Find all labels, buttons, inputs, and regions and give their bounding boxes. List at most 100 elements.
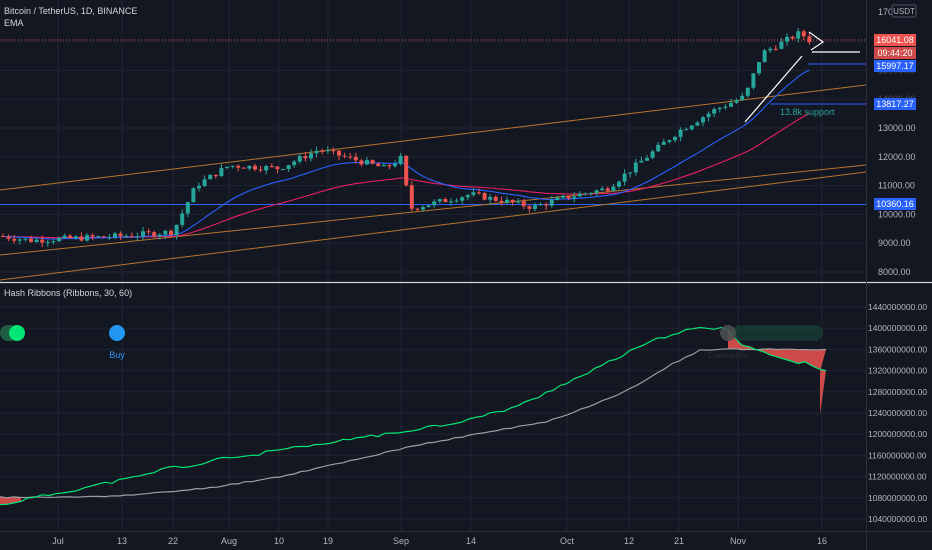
time-tick-label: Sep <box>393 536 409 546</box>
candle-body <box>1 236 5 237</box>
candle-body <box>264 166 269 171</box>
candle-body <box>230 165 235 167</box>
candle-body <box>689 125 694 130</box>
candle-body <box>415 208 420 210</box>
candle-body <box>409 185 414 209</box>
candle-body <box>353 156 358 161</box>
candle-body <box>488 196 493 200</box>
indicator-tick-label: 1440000000.00 <box>868 302 927 312</box>
candle-body <box>751 73 756 88</box>
time-tick-label: Oct <box>560 536 575 546</box>
candle-body <box>163 230 168 235</box>
candle-body <box>555 197 560 201</box>
candlestick-series <box>1 28 812 248</box>
capitulation-signal-dot <box>720 325 736 341</box>
support-annotation[interactable]: 13.8k support <box>780 107 835 117</box>
candle-body <box>572 196 577 199</box>
time-tick-label: Jul <box>52 536 64 546</box>
capitulation-dot <box>762 325 778 341</box>
hash-ribbons-title[interactable]: Hash Ribbons (Ribbons, 30, 60) <box>4 288 132 298</box>
candle-body <box>734 100 739 103</box>
candle-body <box>269 166 274 168</box>
candle-body <box>566 195 571 199</box>
time-tick-label: 10 <box>274 536 284 546</box>
capitulation-fill-early <box>0 496 21 505</box>
candle-body <box>118 233 123 237</box>
capitulation-dot <box>742 325 758 341</box>
candle-body <box>611 186 616 192</box>
time-tick-label: 21 <box>674 536 684 546</box>
candle-body <box>348 156 353 158</box>
indicator-tick-label: 1080000000.00 <box>868 493 927 503</box>
candle-body <box>23 238 28 240</box>
candle-body <box>538 204 543 206</box>
price-pane-grid <box>0 0 866 282</box>
level-value-10360: 10360.16 <box>876 199 914 209</box>
candle-body <box>684 129 689 131</box>
candle-body <box>796 31 801 39</box>
candle-body <box>454 200 459 202</box>
currency-badge[interactable] <box>891 4 917 18</box>
capitulation-dot <box>752 325 768 341</box>
candle-body <box>667 140 672 142</box>
candle-body <box>90 235 95 237</box>
candle-body <box>460 197 465 201</box>
indicator-axis-ticks: 1440000000.00 1400000000.00 1360000000.00 1… <box>868 302 927 524</box>
candle-body <box>73 236 78 239</box>
capitulation-dot <box>807 325 823 341</box>
candle-body <box>146 231 151 233</box>
candle-body <box>393 163 397 167</box>
candle-body <box>365 160 369 165</box>
level-value-15997: 15997.17 <box>876 61 914 71</box>
ema-indicator-label[interactable]: EMA <box>4 18 24 28</box>
candle-body <box>505 199 509 203</box>
candle-body <box>85 235 89 241</box>
support-trendline[interactable] <box>0 171 867 281</box>
capitulation-dot <box>777 325 793 341</box>
candle-body <box>79 236 84 241</box>
candle-body <box>527 206 532 209</box>
candle-body <box>779 41 784 49</box>
candle-body <box>17 239 22 241</box>
capitulation-dot <box>757 325 773 341</box>
buy-signal-dot <box>109 325 125 341</box>
channel-lower-line[interactable] <box>0 164 867 256</box>
indicator-tick-label: 1400000000.00 <box>868 323 927 333</box>
candle-body <box>51 241 56 243</box>
candle-body <box>236 165 241 168</box>
indicator-tick-label: 1200000000.00 <box>868 429 927 439</box>
indicator-tick-label: 1160000000.00 <box>868 450 927 460</box>
candle-body <box>191 188 196 203</box>
price-projection-arrow[interactable] <box>808 31 825 51</box>
candle-body <box>678 129 683 137</box>
candle-body <box>404 155 409 186</box>
candle-body <box>12 238 17 241</box>
candle-body <box>202 179 207 186</box>
candle-body <box>129 235 134 237</box>
candle-body <box>219 167 224 177</box>
candle-body <box>297 156 302 162</box>
price-tick-label: 9000.00 <box>878 238 911 248</box>
candle-body <box>583 193 588 195</box>
level-tag-13817 <box>874 98 916 110</box>
candle-body <box>561 195 565 198</box>
candle-body <box>639 160 644 163</box>
channel-upper-line[interactable] <box>0 84 867 191</box>
candle-body <box>493 196 498 201</box>
candle-body <box>449 201 453 203</box>
candle-body <box>314 150 319 154</box>
candle-body <box>376 163 381 167</box>
currency-label[interactable]: USDT <box>893 7 915 16</box>
candle-body <box>387 165 392 167</box>
candle-body <box>320 150 325 152</box>
indicator-tick-label: 1280000000.00 <box>868 387 927 397</box>
candle-body <box>303 156 308 159</box>
candle-body <box>785 36 789 42</box>
candle-body <box>152 232 157 237</box>
symbol-title[interactable]: Bitcoin / TetherUS, 1D, BINANCE <box>4 6 137 16</box>
buy-signal-label[interactable]: Buy <box>109 350 125 360</box>
candle-body <box>633 162 638 173</box>
rising-wedge-line[interactable] <box>744 55 803 123</box>
